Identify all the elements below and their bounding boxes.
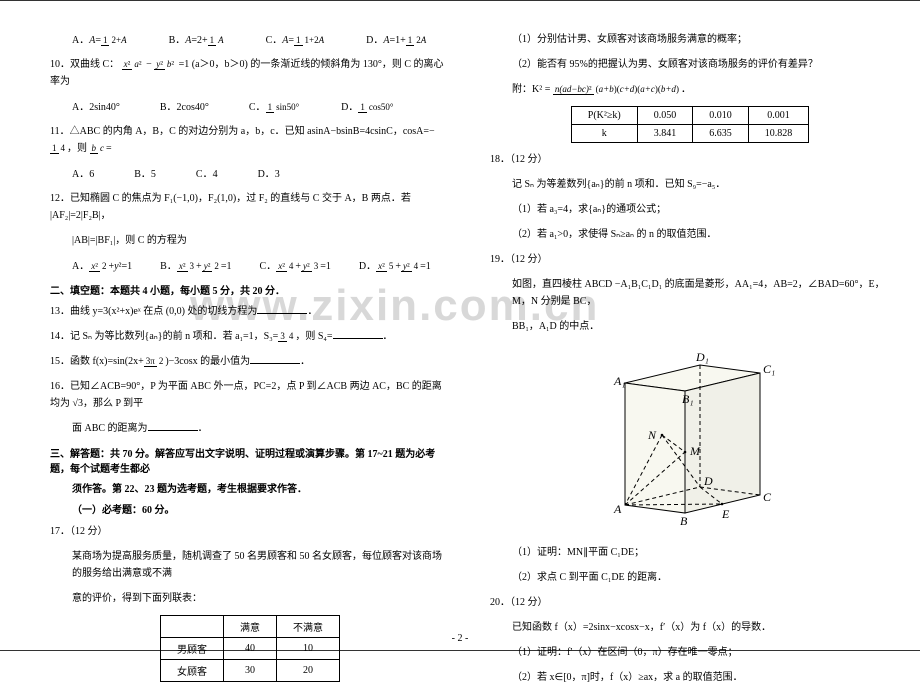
q20: 20．（12 分） xyxy=(490,594,890,611)
q17a: 某商场为提高服务质量，随机调查了 50 名男顾客和 50 名女顾客，每位顾客对该… xyxy=(50,548,450,582)
table1: 满意不满意 男顾客4010 女顾客3020 xyxy=(160,615,340,682)
svg-text:B₁: B₁ xyxy=(682,392,694,406)
section2-title: 二、填空题：本题共 4 小题，每小题 5 分，共 20 分． xyxy=(50,282,450,297)
svg-text:A: A xyxy=(613,502,622,516)
right-column: （1）分别估计男、女顾客对该商场服务满意的概率； （2）能否有 95%的把握认为… xyxy=(490,31,890,694)
q19: 19．（12 分） xyxy=(490,251,890,268)
q20-part2: （2）若 x∈[0，π]时，f（x）≥ax，求 a 的取值范围． xyxy=(490,669,890,686)
q12b: |AB|=|BF₁|，则 C 的方程为 xyxy=(50,232,450,249)
q14: 14．记 Sₙ 为等比数列{aₙ}的前 n 项和．若 a₁=1，S₃=34，则 … xyxy=(50,328,450,345)
q18: 18．（12 分） xyxy=(490,151,890,168)
q20a: 已知函数 f（x）=2sinx−xcosx−x，f′（x）为 f（x）的导数． xyxy=(490,619,890,636)
q20-part1: （1）证明：f′（x）在区间（0，π）存在唯一零点； xyxy=(490,644,890,661)
q13: 13．曲线 y=3(x²+x)eˣ 在点 (0,0) 处的切线方程为． xyxy=(50,303,450,320)
q18-part2: （2）若 a₁>0，求使得 Sₙ≥aₙ 的 n 的取值范围． xyxy=(490,226,890,243)
svg-text:B: B xyxy=(680,514,688,528)
svg-text:M: M xyxy=(689,444,701,458)
svg-text:N: N xyxy=(647,428,657,442)
q17: 17．（12 分） xyxy=(50,523,450,540)
q18a: 记 Sₙ 为等差数列{aₙ}的前 n 项和．已知 S₉=−a₅． xyxy=(490,176,890,193)
q19b: BB₁，A₁D 的中点． xyxy=(490,318,890,335)
q9-options: A．A=12+A B．A=2+1A C．A=11+2A D．A=1+12A xyxy=(50,31,450,46)
q11: 11．△ABC 的内角 A，B，C 的对边分别为 a，b，c．已知 asinA−… xyxy=(50,123,450,157)
q12: 12．已知椭圆 C 的焦点为 F₁(−1,0)，F₂(1,0)，过 F₂ 的直线… xyxy=(50,190,450,224)
q11-options: A．6 B．5 C．4 D．3 xyxy=(50,165,450,180)
q16b: 面 ABC 的距离为． xyxy=(50,420,450,437)
svg-text:E: E xyxy=(721,507,730,521)
svg-text:A₁: A₁ xyxy=(613,374,626,388)
section3b: 须作答。第 22、23 题为选考题，考生根据要求作答． xyxy=(50,481,450,498)
svg-text:D₁: D₁ xyxy=(695,350,709,364)
q15: 15．函数 f(x)=sin(2x+3π2)−3cosx 的最小值为． xyxy=(50,353,450,370)
svg-text:C₁: C₁ xyxy=(763,362,775,376)
q16: 16．已知∠ACB=90°，P 为平面 ABC 外一点，PC=2，点 P 到∠A… xyxy=(50,378,450,412)
q19-part2: （2）求点 C 到平面 C₁DE 的距离． xyxy=(490,569,890,586)
left-column: A．A=12+A B．A=2+1A C．A=11+2A D．A=1+12A 10… xyxy=(50,31,450,694)
svg-text:D: D xyxy=(703,474,713,488)
q19-part1: （1）证明：MN∥平面 C₁DE； xyxy=(490,544,890,561)
section3-title: 三、解答题：共 70 分。解答应写出文字说明、证明过程或演算步骤。第 17~21… xyxy=(50,445,450,475)
section3-1: （一）必考题：60 分。 xyxy=(50,502,450,519)
table2: P(K²≥k)0.0500.0100.001 k3.8416.63510.828 xyxy=(571,106,809,143)
q10: 10．双曲线 C： x²a² − y²b² =1 (a＞0，b＞0) 的一条渐近… xyxy=(50,56,450,90)
q10-options: A．2sin40° B．2cos40° C．1sin50° D．1cos50° xyxy=(50,98,450,113)
q17-part1: （1）分别估计男、女顾客对该商场服务满意的概率； xyxy=(490,31,890,48)
q17b: 意的评价，得到下面列联表： xyxy=(50,590,450,607)
q19a: 如图，直四棱柱 ABCD −A₁B₁C₁D₁ 的底面是菱形，AA₁=4，AB=2… xyxy=(490,276,890,310)
svg-text:C: C xyxy=(763,490,772,504)
k2-formula: 附：K² = n(ad−bc)²(a+b)(c+d)(a+c)(b+d)． xyxy=(490,81,890,98)
q17-part2: （2）能否有 95%的把握认为男、女顾客对该商场服务的评价有差异？ xyxy=(490,56,890,73)
q12-options: A．x²2+y²=1 B．x²3+y²2=1 C．x²4+y²3=1 D．x²5… xyxy=(50,257,450,272)
q18-part1: （1）若 a₃=4，求{aₙ}的通项公式； xyxy=(490,201,890,218)
prism-figure: A₁ B₁ C₁ D₁ A B C D E M N xyxy=(490,343,890,536)
